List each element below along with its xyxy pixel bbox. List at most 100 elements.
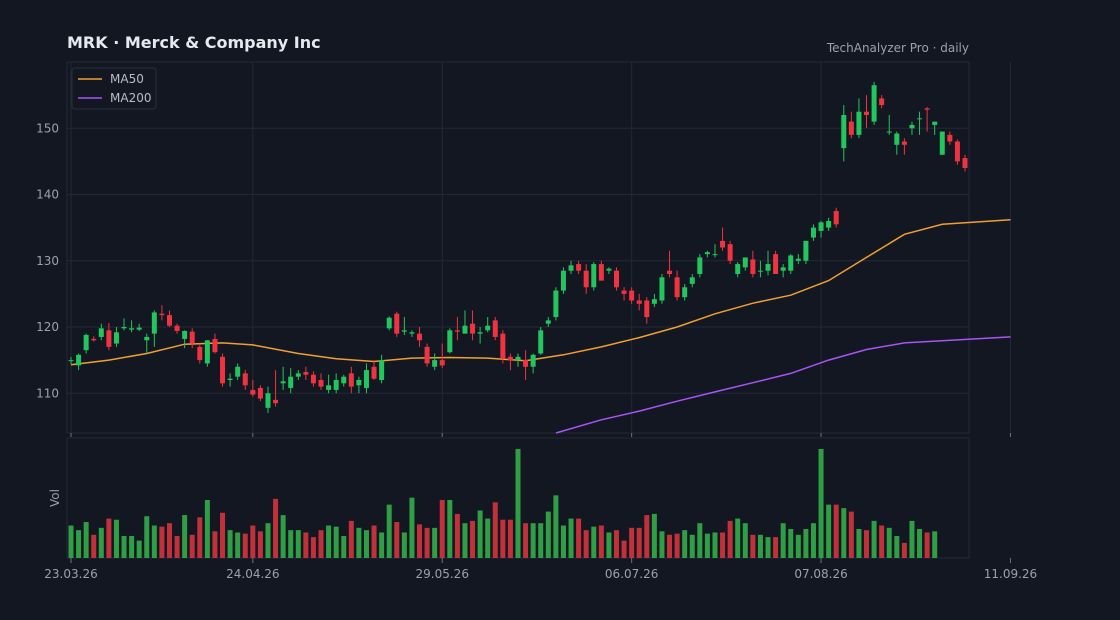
candle	[689, 274, 695, 288]
candle	[788, 254, 794, 274]
volume-bar	[197, 517, 203, 558]
candle	[424, 343, 430, 367]
volume-bar	[470, 520, 476, 558]
candle-body	[795, 258, 801, 261]
candle	[197, 343, 203, 364]
volume-bar	[644, 515, 650, 558]
candle	[795, 254, 801, 265]
candle-body	[833, 211, 839, 225]
candle	[576, 260, 582, 274]
candle	[538, 327, 544, 355]
candle	[629, 287, 635, 304]
candle-body	[204, 340, 210, 364]
volume-bar	[538, 523, 544, 558]
candle-body	[492, 320, 498, 337]
candle-body	[417, 333, 423, 341]
volume-bar	[545, 511, 551, 558]
candle	[144, 333, 150, 354]
price-axis: 110 120 130 140 150	[36, 121, 59, 400]
candle-body	[333, 380, 339, 390]
candle-body	[909, 124, 915, 129]
volume-bar	[265, 523, 271, 558]
candle	[803, 240, 809, 265]
candle-body	[682, 287, 688, 298]
volume-bar	[523, 523, 529, 558]
candle-body	[235, 366, 241, 377]
volume-bar	[894, 535, 900, 558]
candle	[454, 317, 460, 341]
candle-body	[227, 378, 233, 380]
candle	[553, 287, 559, 321]
volume-bar	[810, 523, 816, 558]
candle	[235, 363, 241, 380]
volume-bar	[917, 529, 923, 558]
candle	[841, 105, 847, 162]
candle	[394, 311, 400, 337]
candle	[613, 267, 619, 291]
candle	[68, 356, 74, 365]
chart-subtitle: TechAnalyzer Pro · daily	[826, 41, 969, 55]
candle-body	[409, 332, 415, 334]
volume-bar	[674, 533, 680, 558]
volume-bar	[235, 532, 241, 558]
candle-body	[98, 328, 104, 337]
candle-body	[477, 332, 483, 334]
volume-bar	[826, 504, 832, 558]
candle	[750, 250, 756, 278]
volume-bar	[295, 530, 301, 558]
volume-bar	[530, 523, 536, 558]
volume-bar	[189, 534, 195, 558]
candle	[856, 98, 862, 139]
volume-panel: Vol	[48, 437, 970, 559]
candle	[523, 350, 529, 380]
candle-body	[591, 264, 597, 288]
volume-bar	[250, 525, 256, 558]
candle	[667, 250, 673, 278]
volume-bar	[757, 534, 763, 558]
candle	[265, 386, 271, 414]
candle	[462, 310, 468, 334]
candle-body	[894, 133, 900, 145]
candle	[901, 138, 907, 155]
candle-body	[879, 98, 885, 106]
volume-bar	[379, 532, 385, 558]
x-tick-label: 06.07.26	[605, 567, 658, 581]
volume-bar	[356, 527, 362, 558]
volume-bar	[697, 523, 703, 558]
volume-bar	[629, 527, 635, 558]
candle	[174, 323, 180, 334]
volume-bar	[682, 530, 688, 558]
candle	[780, 264, 786, 278]
candle	[500, 330, 506, 364]
candle-body	[757, 270, 763, 272]
candle-body	[424, 346, 430, 364]
candle-body	[613, 270, 619, 288]
candle-body	[629, 290, 635, 301]
volume-bar	[583, 530, 589, 558]
candle-body	[689, 277, 695, 284]
candle	[326, 374, 332, 394]
volume-bar	[864, 530, 870, 558]
candle-body	[318, 380, 324, 387]
volume-bar	[576, 518, 582, 558]
candle-body	[545, 320, 551, 324]
candle	[757, 260, 763, 278]
candle-body	[166, 315, 172, 326]
x-tick-label: 23.03.26	[44, 567, 97, 581]
candle	[682, 283, 688, 301]
candle	[621, 287, 627, 301]
volume-bar	[924, 532, 930, 558]
candle	[962, 154, 968, 172]
candle-body	[803, 240, 809, 261]
volume-bar	[288, 530, 294, 558]
volume-bar	[310, 537, 316, 558]
candle	[417, 327, 423, 347]
candle	[818, 221, 824, 238]
candle-body	[826, 221, 832, 228]
volume-bar	[720, 532, 726, 558]
volume-bar	[151, 525, 157, 558]
price-grid	[67, 62, 1011, 433]
candle	[864, 95, 870, 129]
candle	[189, 328, 195, 349]
candle-body	[697, 257, 703, 274]
